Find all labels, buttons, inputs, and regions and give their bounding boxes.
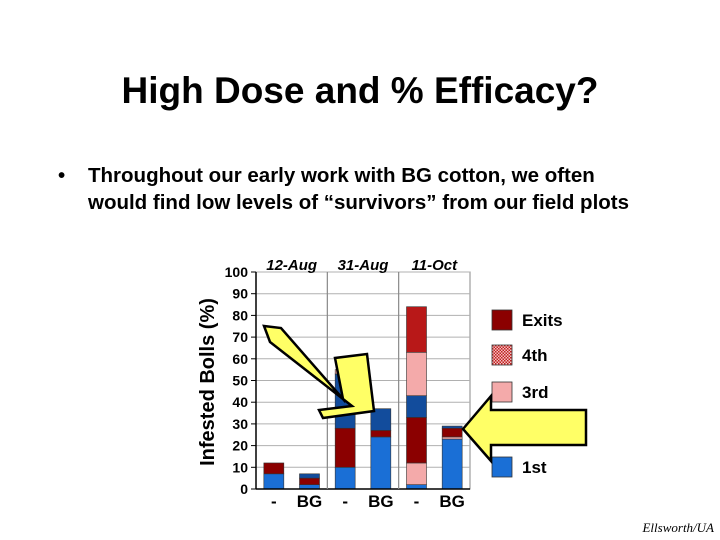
y-tick-label: 70 (232, 329, 248, 345)
bar-segment (263, 462, 285, 475)
legend-swatch (491, 309, 513, 331)
x-tick-label: BG (297, 492, 323, 511)
bar-segment (334, 466, 356, 490)
bar-segment (406, 462, 427, 485)
y-tick-label: 50 (232, 373, 248, 389)
slide-title: High Dose and % Efficacy? (121, 70, 599, 111)
bar-segment (406, 395, 427, 418)
legend-swatch (491, 344, 513, 366)
bullet-marker: • (58, 164, 66, 187)
bar-segment (441, 436, 463, 440)
bullet-point: • Throughout our early work with BG cott… (58, 162, 648, 216)
x-tick-label: - (342, 492, 348, 511)
credit-text: Ellsworth/UA (642, 520, 714, 535)
bar-segment (263, 473, 285, 490)
bar-segment (299, 473, 320, 479)
bar-segment (406, 351, 427, 396)
bar-segment (406, 306, 427, 353)
highlight-arrow-right (461, 392, 588, 465)
legend-label: 4th (522, 346, 548, 365)
bar-segment (370, 408, 392, 431)
y-axis-title: Infested Bolls (%) (197, 298, 219, 466)
group-label: 11-Oct (412, 257, 459, 274)
bullet-text: Throughout our early work with BG cotton… (88, 164, 630, 214)
y-tick-label: 40 (232, 394, 248, 410)
highlight-arrow-left (262, 324, 376, 420)
bar-segment (334, 427, 356, 468)
bar-segment (299, 477, 320, 485)
legend-swatch (491, 381, 513, 403)
y-tick-label: 80 (232, 307, 248, 323)
x-tick-label: - (271, 492, 277, 511)
legend-swatch (491, 456, 513, 478)
y-tick-label: 60 (232, 351, 248, 367)
legend-label: Exits (522, 311, 563, 330)
x-tick-label: BG (368, 492, 394, 511)
bar-segment (370, 436, 392, 490)
y-tick-label: 100 (225, 264, 249, 280)
x-tick-label: - (414, 492, 420, 511)
bar-segment (441, 427, 463, 438)
y-tick-label: 10 (232, 459, 248, 475)
bar-segment (406, 417, 427, 464)
legend-label: 1st (522, 458, 547, 477)
y-tick-label: 20 (232, 438, 248, 454)
y-tick-label: 30 (232, 416, 248, 432)
group-label: 12-Aug (266, 257, 317, 274)
y-tick-label: 0 (240, 481, 248, 497)
bar-segment (370, 430, 392, 438)
legend-label: 3rd (522, 383, 548, 402)
y-tick-label: 90 (232, 286, 248, 302)
bar-segment (441, 425, 463, 429)
group-label: 31-Aug (338, 257, 389, 274)
bar-segment (441, 438, 463, 490)
x-tick-label: BG (439, 492, 465, 511)
